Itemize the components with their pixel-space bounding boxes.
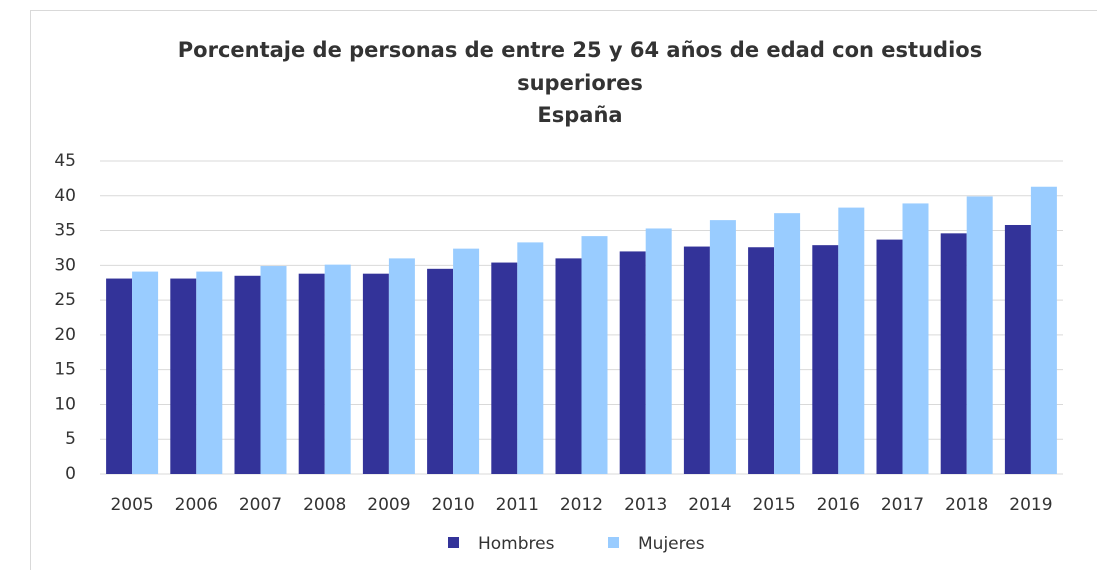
- y-tick-label: 10: [54, 394, 76, 414]
- x-tick-label: 2015: [752, 495, 795, 515]
- bar: [774, 213, 801, 474]
- bar: [748, 247, 775, 474]
- bar: [902, 203, 929, 474]
- chart-frame: [30, 10, 1097, 570]
- y-tick-label: 15: [54, 360, 76, 380]
- x-tick-label: 2012: [560, 495, 603, 515]
- x-tick-label: 2018: [945, 495, 988, 515]
- x-tick-label: 2006: [175, 495, 218, 515]
- y-tick-label: 5: [65, 429, 76, 449]
- bar: [619, 251, 646, 474]
- legend-swatch: [608, 537, 619, 548]
- bar: [838, 207, 865, 474]
- y-tick-label: 0: [65, 464, 76, 484]
- y-tick-label: 35: [54, 221, 76, 241]
- bar: [260, 266, 287, 474]
- x-tick-label: 2010: [431, 495, 474, 515]
- x-tick-label: 2017: [881, 495, 924, 515]
- bar: [324, 264, 351, 474]
- bar: [298, 273, 325, 474]
- bar: [106, 278, 133, 474]
- bar: [966, 196, 993, 474]
- bar: [1004, 224, 1031, 474]
- y-tick-label: 20: [54, 325, 76, 345]
- bar: [170, 278, 197, 474]
- bar: [427, 268, 454, 474]
- bar: [453, 248, 480, 474]
- bar: [812, 245, 839, 474]
- y-tick-label: 30: [54, 255, 76, 275]
- bar: [517, 242, 544, 474]
- bar: [1030, 186, 1057, 475]
- bar: [940, 233, 967, 474]
- chart-subtitle: España: [537, 103, 623, 127]
- bar: [555, 258, 582, 474]
- x-tick-label: 2013: [624, 495, 667, 515]
- legend-swatch: [448, 537, 459, 548]
- bar: [234, 275, 261, 474]
- bar: [581, 236, 608, 474]
- bar: [876, 239, 903, 474]
- bar: [388, 258, 415, 474]
- x-tick-label: 2011: [496, 495, 539, 515]
- x-tick-label: 2008: [303, 495, 346, 515]
- x-tick-label: 2007: [239, 495, 282, 515]
- y-tick-label: 45: [54, 151, 76, 171]
- bar: [491, 262, 518, 474]
- bar: [645, 228, 672, 474]
- bar: [709, 220, 736, 474]
- x-tick-label: 2005: [110, 495, 153, 515]
- y-tick-label: 40: [54, 186, 76, 206]
- bar: [132, 271, 159, 474]
- y-tick-label: 25: [54, 290, 76, 310]
- chart-title: Porcentaje de personas de entre 25 y 64 …: [177, 38, 983, 95]
- x-tick-label: 2019: [1009, 495, 1052, 515]
- x-tick-label: 2016: [817, 495, 860, 515]
- x-tick-label: 2014: [688, 495, 731, 515]
- bar: [196, 271, 223, 474]
- x-tick-label: 2009: [367, 495, 410, 515]
- bar: [362, 273, 389, 474]
- bar: [683, 246, 710, 474]
- legend-label: Hombres: [478, 534, 555, 554]
- legend-label: Mujeres: [638, 534, 705, 554]
